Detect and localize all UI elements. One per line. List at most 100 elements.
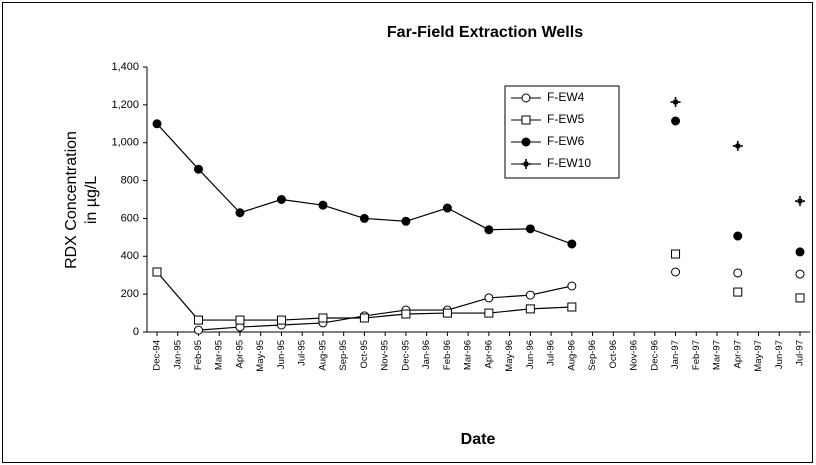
marker bbox=[671, 249, 681, 259]
marker bbox=[671, 116, 681, 126]
x-tick-label: Jan-97 bbox=[670, 340, 681, 369]
marker bbox=[521, 159, 531, 169]
marker bbox=[318, 313, 328, 323]
line-segment bbox=[405, 207, 448, 222]
line-segment bbox=[156, 123, 199, 170]
line-segment bbox=[281, 198, 324, 206]
x-tick-label: Jun-95 bbox=[276, 340, 287, 369]
x-tick-label: Jan-96 bbox=[421, 340, 432, 369]
x-tick-label: Apr-95 bbox=[234, 340, 245, 369]
line-segment bbox=[364, 313, 406, 319]
marker bbox=[521, 115, 531, 125]
marker bbox=[795, 196, 805, 207]
marker bbox=[521, 93, 531, 103]
line-segment bbox=[239, 198, 282, 214]
y-tick-label: 200 bbox=[121, 288, 139, 300]
x-tick-label: Nov-95 bbox=[380, 340, 391, 371]
marker bbox=[235, 208, 245, 218]
x-tick-label: Oct-96 bbox=[608, 340, 619, 369]
x-tick-label: Mar-96 bbox=[463, 340, 474, 370]
marker bbox=[795, 247, 805, 257]
marker bbox=[525, 224, 535, 234]
x-tick-label: May-97 bbox=[753, 340, 764, 372]
line-segment bbox=[239, 324, 282, 328]
marker bbox=[670, 97, 681, 108]
x-tick-label: Jul-96 bbox=[546, 340, 557, 366]
marker bbox=[733, 231, 743, 241]
series bbox=[152, 249, 805, 325]
marker bbox=[152, 267, 162, 277]
line-segment bbox=[488, 228, 531, 231]
series bbox=[152, 116, 805, 257]
marker bbox=[442, 203, 452, 213]
line-segment bbox=[488, 294, 531, 299]
x-tick-label: Apr-96 bbox=[483, 340, 494, 369]
marker bbox=[152, 119, 162, 129]
marker bbox=[442, 308, 452, 318]
marker bbox=[359, 313, 369, 323]
chart-title: Far-Field Extraction Wells bbox=[387, 24, 583, 41]
line-segment bbox=[530, 306, 572, 310]
line-segment bbox=[364, 217, 406, 222]
legend-label: F-EW4 bbox=[547, 90, 585, 104]
marker bbox=[567, 281, 577, 291]
x-tick-label: Apr-97 bbox=[732, 340, 743, 369]
y-tick-label: 600 bbox=[121, 212, 139, 224]
x-tick-label: Jul-95 bbox=[297, 340, 308, 366]
line-segment bbox=[322, 204, 365, 220]
line-segment bbox=[488, 308, 531, 314]
marker bbox=[567, 302, 577, 312]
marker bbox=[795, 269, 805, 279]
series bbox=[670, 97, 805, 207]
marker bbox=[359, 213, 369, 223]
x-tick-label: Sep-96 bbox=[587, 340, 598, 371]
line-segment bbox=[405, 312, 448, 315]
marker bbox=[401, 309, 411, 319]
line-segment bbox=[156, 271, 199, 321]
x-tick-label: Feb-95 bbox=[193, 340, 204, 370]
y-axis-title: RDX Concentration bbox=[63, 131, 80, 269]
x-tick-label: Jan-95 bbox=[172, 340, 183, 369]
x-tick-label: May-96 bbox=[504, 340, 515, 372]
x-tick-label: Feb-96 bbox=[442, 340, 453, 370]
x-tick-label: Mar-97 bbox=[712, 340, 723, 370]
line-segment bbox=[281, 322, 323, 326]
marker bbox=[484, 308, 494, 318]
line-segment bbox=[364, 309, 406, 317]
line-segment bbox=[530, 285, 572, 296]
x-tick-label: Aug-96 bbox=[566, 340, 577, 371]
y-tick-label: 1,000 bbox=[111, 137, 139, 149]
x-tick-label: Dec-95 bbox=[400, 340, 411, 371]
marker bbox=[276, 315, 286, 325]
line-segment bbox=[447, 297, 490, 311]
marker bbox=[525, 290, 535, 300]
marker bbox=[401, 216, 411, 226]
marker bbox=[235, 315, 245, 325]
legend-label: F-EW5 bbox=[547, 112, 585, 126]
line-segment bbox=[198, 168, 241, 214]
marker bbox=[193, 315, 203, 325]
line-segment bbox=[447, 207, 490, 231]
marker bbox=[276, 195, 286, 204]
x-tick-label: Jul-97 bbox=[795, 340, 806, 366]
marker bbox=[318, 200, 328, 210]
marker bbox=[732, 140, 743, 151]
line-segment bbox=[322, 315, 365, 324]
y-tick-label: 1,400 bbox=[111, 61, 139, 73]
legend-label: F-EW10 bbox=[547, 156, 591, 170]
x-tick-label: Aug-95 bbox=[317, 340, 328, 371]
series bbox=[193, 267, 805, 335]
line-segment bbox=[281, 317, 323, 321]
x-tick-label: Oct-95 bbox=[359, 340, 370, 369]
marker bbox=[193, 325, 203, 335]
marker bbox=[733, 287, 743, 297]
marker bbox=[733, 268, 743, 278]
y-tick-label: 1,200 bbox=[111, 99, 139, 111]
y-tick-label: 800 bbox=[121, 174, 139, 186]
line-segment bbox=[198, 326, 241, 331]
marker bbox=[484, 225, 494, 235]
legend-label: F-EW6 bbox=[547, 134, 585, 148]
x-tick-label: Jun-96 bbox=[525, 340, 536, 369]
marker bbox=[795, 293, 805, 303]
